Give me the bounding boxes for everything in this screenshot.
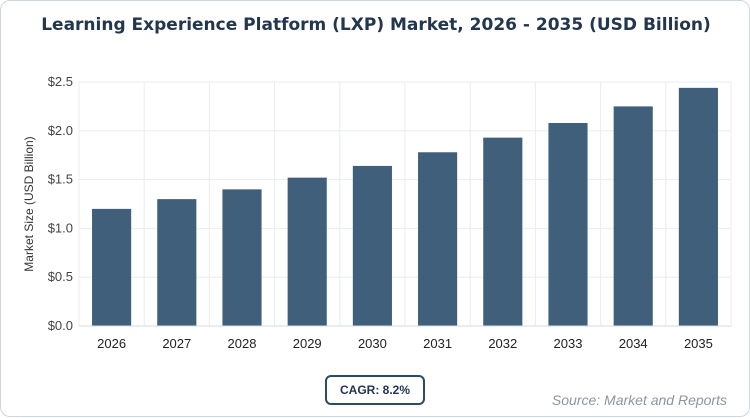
source-note: Source: Market and Reports xyxy=(551,392,727,408)
x-tick-label: 2026 xyxy=(97,336,126,351)
bar xyxy=(157,199,197,326)
bar xyxy=(222,189,262,326)
bar xyxy=(483,137,523,326)
y-tick-label: $0.0 xyxy=(48,318,73,333)
y-tick-label: $1.0 xyxy=(48,220,73,235)
bar xyxy=(678,87,718,326)
bar xyxy=(287,177,327,326)
x-tick-label: 2034 xyxy=(619,336,648,351)
x-tick-label: 2027 xyxy=(162,336,191,351)
bar xyxy=(418,152,458,326)
chart-title: Learning Experience Platform (LXP) Marke… xyxy=(41,15,711,35)
y-tick-label: $1.5 xyxy=(48,172,73,187)
bar xyxy=(548,122,588,326)
bar xyxy=(92,208,132,326)
x-tick-label: 2028 xyxy=(228,336,257,351)
cagr-badge: CAGR: 8.2% xyxy=(325,375,425,405)
x-tick-label: 2035 xyxy=(684,336,713,351)
x-tick-label: 2032 xyxy=(488,336,517,351)
y-tick-label: $0.5 xyxy=(48,269,73,284)
x-tick-label: 2030 xyxy=(358,336,387,351)
x-tick-label: 2029 xyxy=(293,336,322,351)
x-tick-label: 2031 xyxy=(423,336,452,351)
x-tick-label: 2033 xyxy=(554,336,583,351)
y-axis-label: Market Size (USD Billion) xyxy=(22,136,36,271)
y-tick-label: $2.0 xyxy=(48,123,73,138)
bar xyxy=(352,165,392,326)
y-tick-label: $2.5 xyxy=(48,74,73,89)
bar xyxy=(613,106,653,327)
